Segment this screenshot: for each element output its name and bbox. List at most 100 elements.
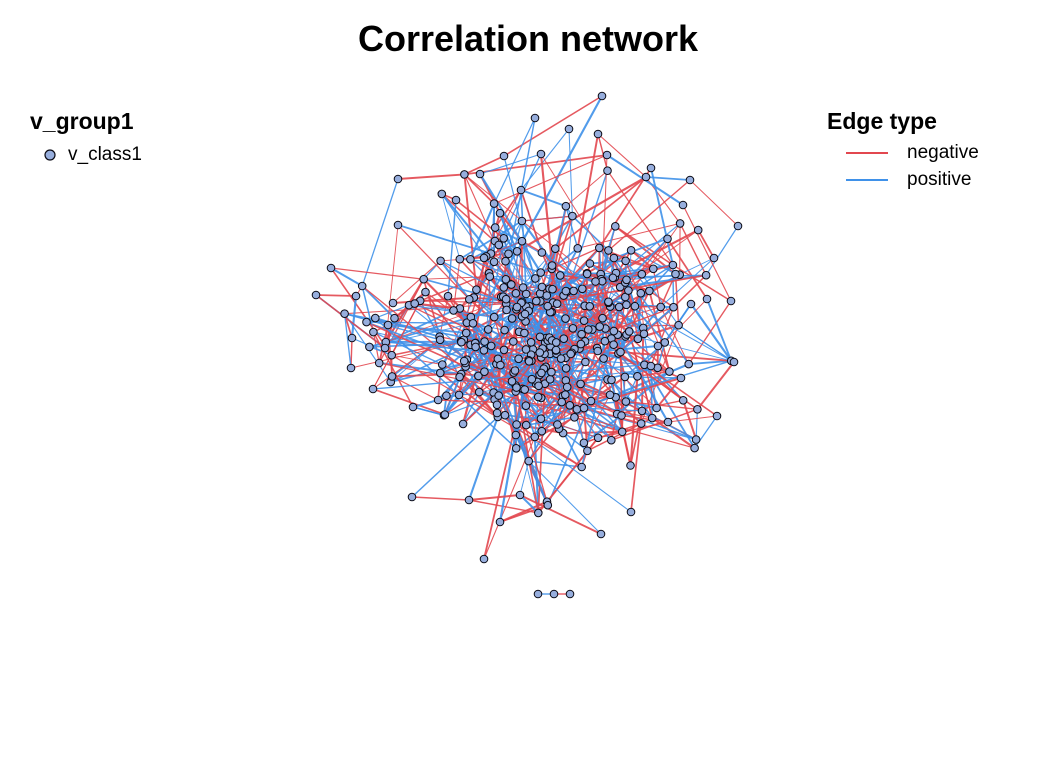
network-node	[604, 246, 613, 255]
negative-edge	[411, 496, 470, 501]
negative-edge	[440, 260, 477, 291]
network-node	[602, 150, 612, 160]
network-node	[579, 316, 589, 326]
network-node	[581, 357, 590, 367]
negative-edge	[330, 267, 424, 280]
network-node	[442, 391, 451, 401]
network-node	[617, 411, 626, 420]
network-node	[641, 172, 651, 182]
positive-edge	[520, 128, 570, 191]
positive-edge	[350, 295, 358, 339]
positive-edge	[695, 409, 698, 440]
network-node	[693, 225, 703, 235]
network-node	[561, 314, 570, 323]
positive-edge	[570, 345, 659, 355]
network-node	[621, 256, 630, 266]
network-node	[609, 326, 619, 336]
positive-edge	[494, 227, 732, 362]
network-node	[573, 244, 583, 253]
negative-edge	[591, 238, 669, 331]
network-node	[521, 401, 531, 411]
network-node	[512, 383, 521, 392]
positive-edge	[423, 278, 600, 328]
network-node	[380, 343, 390, 353]
negative-edge	[460, 373, 496, 401]
network-node	[521, 345, 531, 354]
negative-edge	[463, 174, 478, 290]
network-node	[471, 342, 480, 352]
network-node	[365, 342, 374, 352]
network-node	[585, 302, 595, 311]
network-node	[609, 340, 618, 350]
negative-edge	[594, 281, 604, 319]
network-node	[626, 461, 635, 470]
negative-edge	[397, 224, 470, 300]
network-node	[678, 396, 688, 405]
network-node	[586, 396, 596, 406]
negative-edge	[494, 189, 522, 242]
positive-edge	[462, 391, 480, 425]
network-node	[480, 367, 489, 377]
network-node	[726, 296, 736, 306]
network-node	[511, 444, 521, 453]
negative-edge	[689, 179, 739, 227]
negative-edge	[655, 377, 682, 409]
network-node	[599, 354, 608, 363]
network-node	[362, 317, 371, 327]
positive-edge	[706, 298, 733, 362]
network-node	[451, 195, 461, 205]
network-node	[527, 374, 537, 384]
positive-edge	[439, 260, 471, 300]
network-node	[583, 446, 592, 456]
network-node	[393, 174, 403, 184]
network-node	[532, 296, 541, 306]
network-node	[531, 274, 540, 283]
negative-edge	[682, 204, 732, 302]
network-node	[579, 438, 589, 448]
network-node	[669, 302, 678, 312]
network-node	[596, 529, 606, 539]
network-node	[388, 298, 398, 308]
network-node	[591, 277, 600, 286]
positive-edge	[688, 359, 732, 366]
positive-edge	[469, 203, 496, 260]
network-node	[435, 335, 445, 345]
positive-edge	[372, 364, 645, 390]
network-node	[509, 337, 518, 346]
network-node	[512, 247, 522, 256]
network-node	[639, 329, 649, 339]
network-node	[663, 417, 673, 427]
network-node	[577, 329, 586, 339]
positive-edge	[625, 376, 638, 402]
negative-edge	[648, 290, 674, 308]
network-node	[693, 405, 702, 414]
network-node	[460, 170, 469, 179]
network-node	[454, 390, 464, 400]
network-node	[593, 346, 603, 356]
negative-edge	[315, 294, 386, 349]
network-node	[668, 260, 678, 270]
negative-edge	[519, 494, 602, 535]
network-node	[582, 269, 592, 279]
network-node	[516, 185, 526, 195]
network-node	[684, 359, 694, 369]
network-node	[514, 354, 523, 364]
negative-edge	[597, 133, 647, 178]
network-node	[390, 313, 399, 323]
network-node	[545, 375, 555, 384]
negative-edge	[628, 290, 651, 332]
network-node	[636, 288, 646, 298]
network-node	[524, 456, 534, 466]
negative-edge	[540, 153, 600, 249]
network-node	[685, 175, 695, 185]
network-node	[419, 274, 429, 284]
network-node	[551, 345, 561, 355]
negative-edge	[372, 300, 421, 390]
network-node	[537, 248, 547, 257]
network-node	[421, 287, 430, 297]
network-node	[645, 286, 654, 296]
network-node	[535, 348, 545, 357]
positive-edge	[650, 167, 674, 266]
network-node	[572, 405, 582, 414]
network-node	[565, 401, 575, 410]
